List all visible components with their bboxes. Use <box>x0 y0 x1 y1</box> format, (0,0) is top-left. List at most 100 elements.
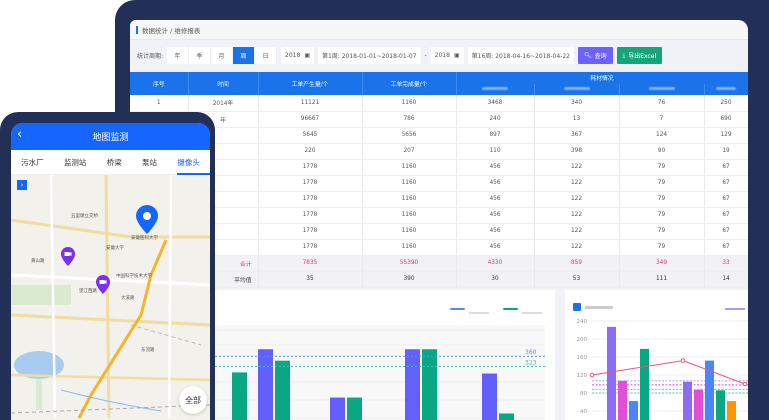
end-week-select[interactable]: 第16周: 2018-04-16~2018-04-22 <box>467 47 574 64</box>
export-excel-button[interactable]: ⤓ 导出Excel <box>616 47 663 64</box>
average-cell: 35 <box>258 271 363 288</box>
end-year-select[interactable]: 2018 ▣ <box>430 47 464 64</box>
period-day[interactable]: 日 <box>255 47 278 64</box>
bar <box>607 326 616 420</box>
total-cell: 859 <box>534 255 620 272</box>
col-group-consumables: 耗材情况 <box>456 72 748 84</box>
table-row: 5645 5656 897 367 124 129 <box>130 127 748 144</box>
total-cell: 33 <box>704 255 748 272</box>
table-cell: 7 <box>619 111 705 128</box>
table-row: 1778 1160 456 122 79 67 <box>130 159 748 176</box>
y-tick-label: 80 <box>580 391 587 397</box>
table-cell: 897 <box>456 127 535 144</box>
period-segmented: 年 季 月 周 日 <box>167 47 278 64</box>
phone-tabs: 污水厂 监测站 桥梁 泵站 摄像头 <box>11 150 210 175</box>
average-cell: 111 <box>619 271 705 288</box>
map-label: 大溪路 <box>121 296 135 301</box>
table-row: 1778 1160 456 122 79 67 <box>130 191 748 208</box>
show-all-button[interactable]: 全部 <box>179 386 207 414</box>
sub-header <box>456 83 535 95</box>
table-cell: 79 <box>619 239 705 256</box>
end-year-value: 2018 <box>434 52 450 59</box>
table-cell: 3468 <box>456 95 535 112</box>
table-cell: 340 <box>534 95 620 112</box>
query-button[interactable]: 🔍︎ 查询 <box>577 47 613 64</box>
search-icon: 🔍︎ <box>583 52 592 59</box>
bar <box>716 390 725 420</box>
bar <box>347 397 362 420</box>
table-cell: 1 <box>130 95 189 112</box>
location-pin-icon[interactable] <box>135 205 159 235</box>
y-tick-label: 40 <box>580 409 587 415</box>
bar <box>422 349 437 420</box>
period-quarter[interactable]: 季 <box>189 47 212 64</box>
chart-icon <box>573 303 581 311</box>
map-label: 黄山路 <box>31 259 45 264</box>
map-label: 望江西路 <box>79 289 97 294</box>
back-icon[interactable]: ‹ <box>17 127 23 142</box>
average-cell: 14 <box>704 271 748 288</box>
tab-pump-station[interactable]: 泵站 <box>142 157 158 167</box>
table-cell: 67 <box>704 239 748 256</box>
table-cell: 1778 <box>258 191 363 208</box>
table-cell: 11121 <box>258 95 363 112</box>
consumables-chart: 240 200 160 120 80 40 <box>573 303 748 420</box>
table-cell: 456 <box>456 191 535 208</box>
map[interactable]: › 五里墩立交桥 黄山路 望江西路 安徽大学 中国科学技术大学 安徽医科大学 大溪路 东流路 … <box>11 174 210 420</box>
phone-screen: ‹ 地图监测 污水厂 监测站 桥梁 泵站 摄像头 <box>11 123 210 420</box>
table-cell: 79 <box>619 207 705 224</box>
bar <box>405 349 420 420</box>
period-week[interactable]: 周 <box>233 47 256 64</box>
phone-title: 地图监测 <box>92 133 129 143</box>
tab-monitor-station[interactable]: 监测站 <box>63 157 87 167</box>
start-year-select[interactable]: 2018 ▣ <box>281 47 314 64</box>
filter-bar: 统计周期: 年 季 月 周 日 2018 ▣ 第1周: 2018-01-01~20… <box>137 47 663 64</box>
report-table: 序号 时间 工单产生量/个 工单完成量/个 耗材情况 1 2014年 11121 11… <box>130 72 748 288</box>
sub-header <box>704 83 748 95</box>
y-tick-label: 120 <box>577 373 588 379</box>
start-week-value: 第1周: 2018-01-01~2018-01-07 <box>321 53 417 60</box>
table-cell: 1160 <box>362 239 457 256</box>
table-cell: 1778 <box>258 159 363 176</box>
table-cell: 1778 <box>258 239 363 256</box>
trend-point <box>742 381 748 387</box>
table-cell: 456 <box>456 175 535 192</box>
tab-sewage-plant[interactable]: 污水厂 <box>21 157 44 167</box>
phone-frame: ‹ 地图监测 污水厂 监测站 桥梁 泵站 摄像头 <box>0 112 215 420</box>
table-cell: 456 <box>456 239 535 256</box>
table-cell: 456 <box>456 159 535 176</box>
table-cell: 13 <box>534 111 620 128</box>
table-cell: 207 <box>362 143 457 160</box>
bar <box>694 389 703 420</box>
range-separator: - <box>424 52 427 59</box>
trend-point <box>589 372 595 378</box>
table-cell: 1778 <box>258 175 363 192</box>
map-label: 安徽大学 <box>106 246 124 251</box>
period-year[interactable]: 年 <box>167 47 190 64</box>
table-row: 1 2014年 11121 1160 3468 340 76 250 <box>130 95 748 112</box>
expand-panel-icon[interactable]: › <box>17 180 27 190</box>
table-cell: 456 <box>456 207 535 224</box>
breadcrumb: 数据统计 / 维修报表 <box>130 20 748 40</box>
bar-chart: 360 323 <box>215 308 545 420</box>
table-cell: 1160 <box>362 175 457 192</box>
camera-pin-icon[interactable] <box>96 275 110 294</box>
table-cell: 398 <box>534 143 620 160</box>
table-cell: 367 <box>534 127 620 144</box>
start-week-select[interactable]: 第1周: 2018-01-01~2018-01-07 <box>317 47 421 64</box>
tab-bridge[interactable]: 桥梁 <box>106 157 122 167</box>
mark-line-label: 360 <box>525 349 537 356</box>
bar <box>258 349 273 420</box>
trend-point <box>680 358 686 363</box>
table-cell: 79 <box>619 223 705 240</box>
camera-pin-icon[interactable] <box>61 247 75 266</box>
table-cell: 786 <box>362 111 457 128</box>
col-time: 时间 <box>188 72 259 95</box>
bar <box>499 413 514 420</box>
period-month[interactable]: 月 <box>211 47 234 64</box>
calendar-icon: ▣ <box>304 52 310 59</box>
tab-camera[interactable]: 摄像头 <box>177 157 200 167</box>
total-row: 合计 7835 55390 4330 859 349 33 <box>130 255 748 272</box>
table-row: 1778 1160 456 122 79 67 <box>130 207 748 224</box>
total-cell: 55390 <box>362 255 457 272</box>
